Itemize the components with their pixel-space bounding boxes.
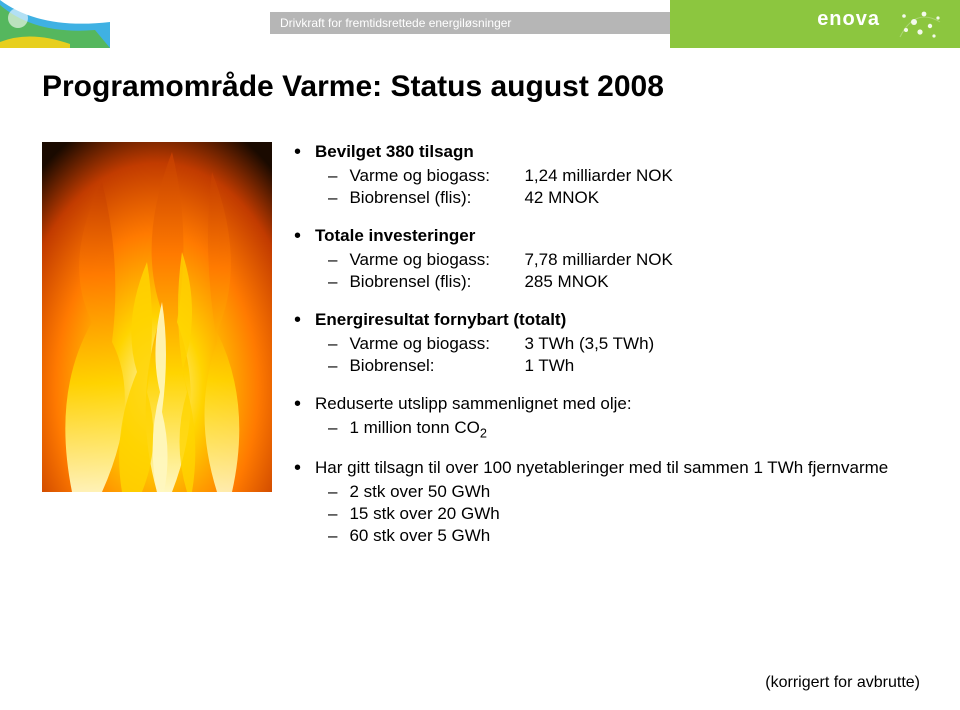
bullet-heading: Bevilget 380 tilsagn bbox=[294, 142, 930, 162]
item-key: Biobrensel: bbox=[349, 356, 524, 376]
bullet-heading: Energiresultat fornybart (totalt) bbox=[294, 310, 930, 330]
sub-item: 2 stk over 50 GWh bbox=[328, 482, 930, 502]
header-corner-art bbox=[0, 0, 110, 48]
item-key: 2 stk over 50 GWh bbox=[349, 482, 490, 502]
sub-item: Biobrensel (flis): 285 MNOK bbox=[328, 272, 930, 292]
item-key: 1 million tonn CO2 bbox=[349, 418, 486, 440]
section-utslipp: Reduserte utslipp sammenlignet med olje:… bbox=[294, 394, 930, 440]
slide-header: Drivkraft for fremtidsrettede energiløsn… bbox=[0, 0, 960, 48]
body-row: Bevilget 380 tilsagn Varme og biogass: 1… bbox=[30, 142, 930, 552]
item-val: 3 TWh (3,5 TWh) bbox=[524, 334, 654, 354]
bullet-heading: Reduserte utslipp sammenlignet med olje: bbox=[294, 394, 930, 414]
section-tilsagn: Har gitt tilsagn til over 100 nyetableri… bbox=[294, 458, 930, 546]
heading-text: Bevilget 380 tilsagn bbox=[315, 142, 474, 162]
brand-logo-text: enova bbox=[817, 8, 880, 31]
sub-item: 60 stk over 5 GWh bbox=[328, 526, 930, 546]
item-key: Varme og biogass: bbox=[349, 334, 524, 354]
sub-item: Biobrensel (flis): 42 MNOK bbox=[328, 188, 930, 208]
item-val: 7,78 milliarder NOK bbox=[524, 250, 672, 270]
item-key: Varme og biogass: bbox=[349, 250, 524, 270]
item-val: 1 TWh bbox=[524, 356, 574, 376]
item-val: 42 MNOK bbox=[524, 188, 599, 208]
sub-item: Varme og biogass: 1,24 milliarder NOK bbox=[328, 166, 930, 186]
slide-content: Programområde Varme: Status august 2008 bbox=[0, 70, 960, 552]
heading-text: Totale investeringer bbox=[315, 226, 475, 246]
section-energiresultat: Energiresultat fornybart (totalt) Varme … bbox=[294, 310, 930, 376]
section-investeringer: Totale investeringer Varme og biogass: 7… bbox=[294, 226, 930, 292]
heading-text: Energiresultat fornybart (totalt) bbox=[315, 310, 566, 330]
header-brand-block: enova bbox=[670, 0, 960, 48]
item-key: Biobrensel (flis): bbox=[349, 188, 524, 208]
sub-item: Varme og biogass: 7,78 milliarder NOK bbox=[328, 250, 930, 270]
heading-text: Har gitt tilsagn til over 100 nyetableri… bbox=[315, 458, 888, 478]
heading-text: Reduserte utslipp sammenlignet med olje: bbox=[315, 394, 632, 414]
slide-title: Programområde Varme: Status august 2008 bbox=[42, 70, 930, 104]
item-val: 285 MNOK bbox=[524, 272, 608, 292]
sub-item: Biobrensel: 1 TWh bbox=[328, 356, 930, 376]
item-key: Biobrensel (flis): bbox=[349, 272, 524, 292]
item-key: Varme og biogass: bbox=[349, 166, 524, 186]
item-key: 15 stk over 20 GWh bbox=[349, 504, 499, 524]
bullet-list: Bevilget 380 tilsagn Varme og biogass: 1… bbox=[294, 142, 930, 552]
item-val: 1,24 milliarder NOK bbox=[524, 166, 672, 186]
bullet-heading: Totale investeringer bbox=[294, 226, 930, 246]
fire-image bbox=[42, 142, 272, 492]
section-bevilget: Bevilget 380 tilsagn Varme og biogass: 1… bbox=[294, 142, 930, 208]
logo-swirl-icon bbox=[880, 2, 950, 46]
bullet-heading: Har gitt tilsagn til over 100 nyetableri… bbox=[294, 458, 930, 478]
footnote: (korrigert for avbrutte) bbox=[765, 674, 920, 692]
item-key: 60 stk over 5 GWh bbox=[349, 526, 490, 546]
header-tagline: Drivkraft for fremtidsrettede energiløsn… bbox=[270, 12, 690, 34]
sub-item: Varme og biogass: 3 TWh (3,5 TWh) bbox=[328, 334, 930, 354]
sub-item: 15 stk over 20 GWh bbox=[328, 504, 930, 524]
sub-item: 1 million tonn CO2 bbox=[328, 418, 930, 440]
